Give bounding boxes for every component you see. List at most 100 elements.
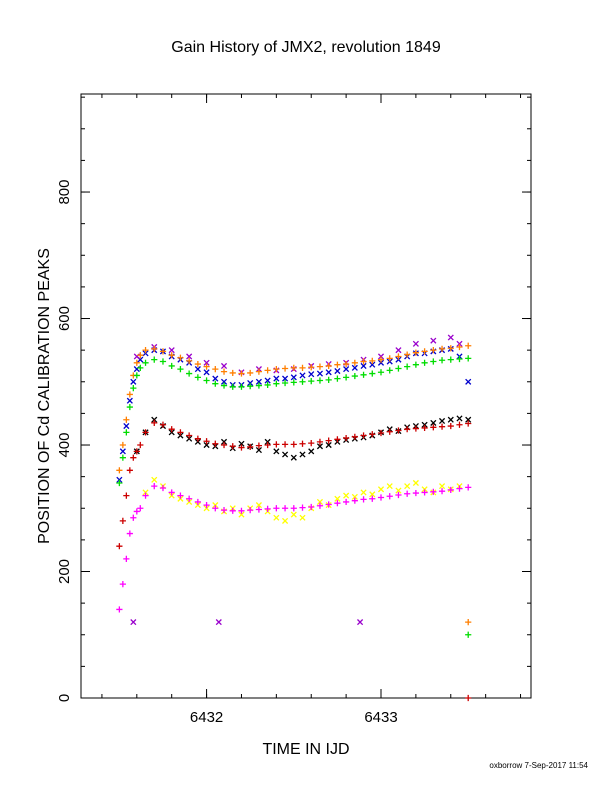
y-tick-label: 400	[56, 433, 73, 458]
data-point	[465, 355, 472, 362]
data-point	[273, 380, 280, 387]
data-point	[386, 355, 393, 362]
data-point	[203, 369, 210, 376]
data-point	[119, 441, 126, 449]
data-point	[465, 694, 472, 702]
data-point	[377, 486, 385, 493]
data-point	[123, 416, 130, 423]
data-point	[238, 511, 245, 518]
data-point	[177, 492, 184, 499]
data-point	[421, 359, 428, 366]
data-point	[369, 361, 376, 368]
data-point	[220, 507, 228, 514]
data-point	[168, 429, 175, 436]
data-point	[194, 435, 201, 442]
data-point	[412, 361, 419, 368]
axis-ticks	[81, 94, 531, 699]
data-point	[151, 476, 158, 483]
data-point	[308, 364, 315, 371]
data-point	[126, 403, 133, 411]
data-point	[343, 360, 350, 368]
data-point	[133, 372, 140, 379]
data-point	[126, 397, 133, 404]
data-point	[281, 441, 289, 448]
data-point	[142, 489, 149, 496]
data-point	[438, 417, 446, 425]
data-point	[421, 348, 428, 355]
data-point	[377, 494, 385, 501]
series-3	[116, 355, 472, 638]
data-point	[465, 631, 472, 638]
data-point	[438, 345, 446, 352]
data-point	[168, 347, 175, 354]
data-point	[255, 502, 262, 509]
data-point	[351, 372, 358, 380]
y-tick-label: 200	[56, 559, 73, 584]
series-5	[116, 419, 472, 702]
data-point	[186, 498, 193, 505]
data-point	[299, 451, 306, 458]
tick-labels: 6432 6433 0 200 400 600 800	[56, 180, 398, 726]
data-point	[430, 424, 437, 431]
data-point	[395, 487, 402, 494]
data-point	[229, 383, 236, 390]
data-point	[316, 502, 324, 509]
data-point	[404, 490, 411, 497]
data-point	[123, 422, 130, 430]
data-point	[194, 438, 201, 445]
data-point	[273, 514, 280, 521]
y-tick-label: 800	[56, 180, 73, 205]
data-point	[369, 370, 376, 377]
data-point	[386, 483, 393, 490]
data-point	[126, 467, 133, 474]
data-point	[357, 619, 364, 626]
data-point	[421, 421, 428, 428]
data-point	[430, 358, 437, 365]
data-point	[290, 364, 297, 371]
data-point	[212, 440, 219, 447]
data-point	[130, 384, 137, 392]
data-point	[151, 483, 158, 490]
data-point	[369, 357, 376, 364]
data-point	[343, 492, 350, 499]
y-axis-label: POSITION OF Cd CALIBRATION PEAKS	[36, 248, 53, 544]
data-point	[142, 359, 149, 366]
data-point	[395, 365, 402, 372]
data-point	[308, 448, 315, 455]
data-point	[395, 347, 402, 354]
data-point	[316, 498, 324, 505]
data-point	[282, 451, 289, 458]
data-point	[421, 486, 428, 493]
data-point	[273, 366, 280, 373]
data-point	[220, 441, 228, 449]
data-point	[168, 426, 175, 433]
data-point	[456, 421, 463, 428]
data-point	[465, 342, 472, 349]
data-point	[229, 443, 236, 450]
data-point	[438, 483, 446, 490]
data-point	[264, 367, 271, 374]
data-point	[186, 495, 193, 502]
data-point	[430, 337, 437, 344]
data-point	[456, 415, 463, 422]
data-point	[343, 498, 350, 506]
data-point	[186, 435, 193, 442]
data-point	[212, 380, 219, 387]
data-point	[395, 353, 402, 360]
data-point	[203, 505, 210, 512]
data-point	[316, 377, 324, 384]
data-point	[255, 447, 262, 454]
data-point	[325, 501, 332, 508]
data-point	[212, 505, 219, 512]
data-point	[351, 359, 358, 366]
data-point	[308, 440, 315, 447]
data-point	[377, 429, 385, 437]
data-point	[334, 495, 341, 502]
data-point	[316, 438, 324, 445]
data-point	[220, 362, 228, 370]
data-point	[203, 438, 210, 445]
y-tick-label: 600	[56, 306, 73, 331]
data-point	[282, 517, 289, 524]
data-point	[360, 432, 367, 439]
